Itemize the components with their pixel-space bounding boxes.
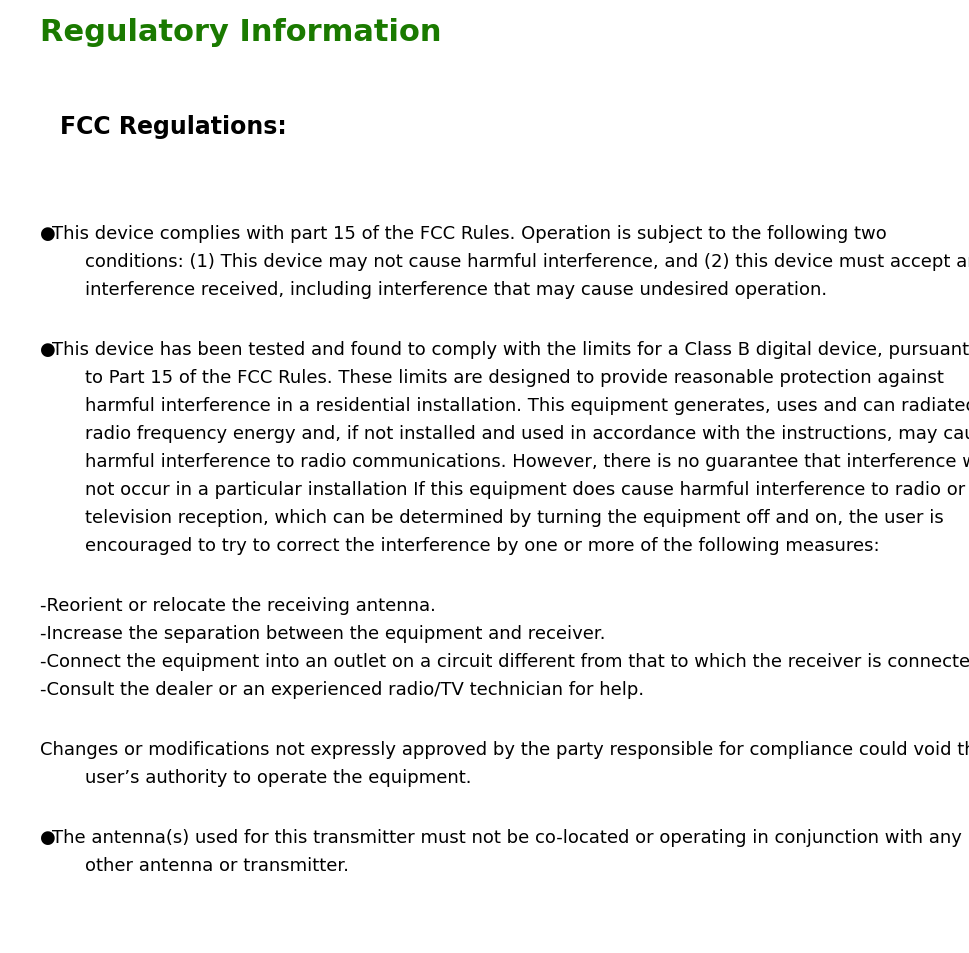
- Text: Regulatory Information: Regulatory Information: [40, 18, 442, 47]
- Text: interference received, including interference that may cause undesired operation: interference received, including interfe…: [85, 281, 828, 298]
- Text: conditions: (1) This device may not cause harmful interference, and (2) this dev: conditions: (1) This device may not caus…: [85, 253, 969, 271]
- Text: harmful interference in a residential installation. This equipment generates, us: harmful interference in a residential in…: [85, 396, 969, 415]
- Text: This device complies with part 15 of the FCC Rules. Operation is subject to the : This device complies with part 15 of the…: [52, 225, 887, 243]
- Text: -Reorient or relocate the receiving antenna.: -Reorient or relocate the receiving ante…: [40, 597, 436, 615]
- Text: radio frequency energy and, if not installed and used in accordance with the ins: radio frequency energy and, if not insta…: [85, 424, 969, 442]
- Text: -Increase the separation between the equipment and receiver.: -Increase the separation between the equ…: [40, 624, 606, 642]
- Text: -Connect the equipment into an outlet on a circuit different from that to which : -Connect the equipment into an outlet on…: [40, 652, 969, 670]
- Text: to Part 15 of the FCC Rules. These limits are designed to provide reasonable pro: to Part 15 of the FCC Rules. These limit…: [85, 369, 944, 387]
- Text: This device has been tested and found to comply with the limits for a Class B di: This device has been tested and found to…: [52, 340, 969, 358]
- Text: ●: ●: [40, 340, 56, 358]
- Text: user’s authority to operate the equipment.: user’s authority to operate the equipmen…: [85, 768, 472, 786]
- Text: ●: ●: [40, 828, 56, 846]
- Text: ●: ●: [40, 225, 56, 243]
- Text: Changes or modifications not expressly approved by the party responsible for com: Changes or modifications not expressly a…: [40, 740, 969, 759]
- Text: television reception, which can be determined by turning the equipment off and o: television reception, which can be deter…: [85, 509, 944, 526]
- Text: harmful interference to radio communications. However, there is no guarantee tha: harmful interference to radio communicat…: [85, 453, 969, 471]
- Text: other antenna or transmitter.: other antenna or transmitter.: [85, 856, 349, 874]
- Text: -Consult the dealer or an experienced radio/TV technician for help.: -Consult the dealer or an experienced ra…: [40, 680, 644, 699]
- Text: encouraged to try to correct the interference by one or more of the following me: encouraged to try to correct the interfe…: [85, 537, 880, 555]
- Text: The antenna(s) used for this transmitter must not be co-located or operating in : The antenna(s) used for this transmitter…: [52, 828, 962, 846]
- Text: not occur in a particular installation If this equipment does cause harmful inte: not occur in a particular installation I…: [85, 480, 965, 498]
- Text: FCC Regulations:: FCC Regulations:: [60, 115, 287, 139]
